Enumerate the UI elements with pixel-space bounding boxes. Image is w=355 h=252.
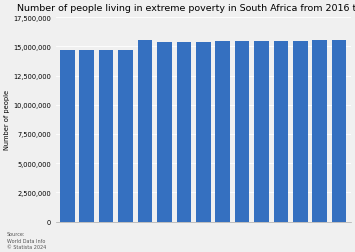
Bar — [312, 41, 327, 222]
Bar — [157, 43, 172, 222]
Bar — [235, 42, 249, 222]
Bar — [80, 50, 94, 222]
Bar — [274, 41, 288, 222]
Text: Source:
World Data Info
© Statista 2024: Source: World Data Info © Statista 2024 — [7, 231, 47, 249]
Bar — [196, 43, 211, 222]
Bar — [176, 43, 191, 222]
Bar — [293, 41, 308, 222]
Bar — [215, 42, 230, 222]
Bar — [332, 41, 346, 222]
Y-axis label: Number of people: Number of people — [4, 90, 10, 150]
Bar — [118, 51, 133, 222]
Title: Number of people living in extreme poverty in South Africa from 2016 to 2030: Number of people living in extreme pover… — [17, 4, 355, 13]
Bar — [138, 40, 152, 222]
Bar — [99, 51, 114, 222]
Bar — [254, 41, 269, 222]
Bar — [60, 51, 75, 222]
